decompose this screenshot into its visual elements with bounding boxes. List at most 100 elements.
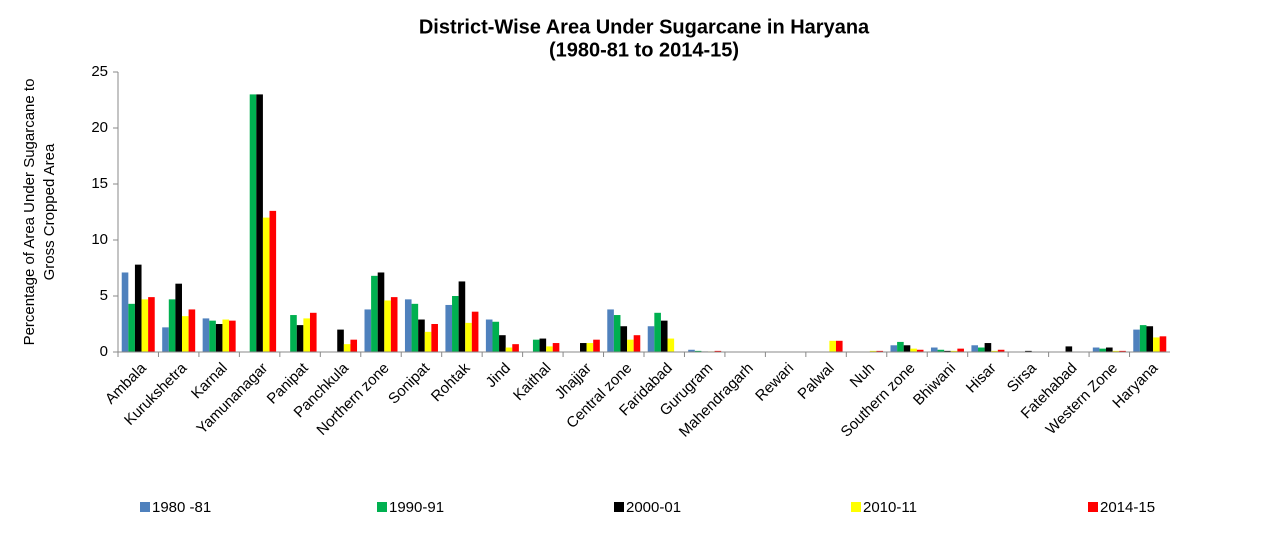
- bar: [944, 350, 951, 352]
- bar: [418, 319, 425, 352]
- bar: [202, 318, 210, 352]
- bar: [1133, 329, 1140, 352]
- bar: [984, 343, 992, 352]
- bar: [262, 217, 270, 352]
- x-tick-label: Yamunanagar: [193, 360, 271, 438]
- legend-swatch: [614, 502, 624, 512]
- x-tick-label: Bhiwani: [910, 360, 959, 409]
- bar: [654, 312, 661, 352]
- x-tick-label: Kaithal: [510, 360, 554, 404]
- bar: [869, 350, 877, 352]
- bar: [222, 319, 230, 352]
- x-tick-label: Sonipat: [385, 359, 434, 408]
- bar: [175, 283, 182, 352]
- legend-label: 1980 -81: [152, 499, 211, 516]
- bar: [424, 331, 432, 352]
- bar: [971, 345, 979, 352]
- bar: [371, 275, 378, 352]
- x-tick-group: Mahendragarh: [676, 360, 757, 441]
- bar: [512, 344, 519, 352]
- bar: [404, 299, 412, 352]
- bar: [1139, 325, 1147, 352]
- x-tick-label: Mahendragarh: [676, 360, 757, 441]
- bar: [714, 350, 722, 352]
- bar: [1099, 348, 1107, 352]
- bar: [445, 304, 453, 352]
- bar: [978, 347, 985, 352]
- bar: [897, 341, 904, 352]
- bar: [181, 316, 189, 352]
- bar: [950, 350, 958, 352]
- bar: [350, 339, 358, 352]
- y-tick-label: 20: [91, 119, 108, 136]
- x-tick-label: Nuh: [847, 360, 878, 391]
- bar: [458, 281, 466, 352]
- x-tick-group: Sonipat: [385, 359, 434, 408]
- bar: [613, 315, 621, 352]
- bar: [364, 309, 372, 352]
- x-tick-group: Nuh: [847, 360, 878, 391]
- legend-label: 1990-91: [389, 499, 444, 516]
- legend-label: 2014-15: [1100, 499, 1155, 516]
- bar: [390, 297, 398, 352]
- bar: [148, 297, 155, 352]
- bar: [1159, 336, 1167, 352]
- legend-label: 2000-01: [626, 499, 681, 516]
- legend-swatch: [140, 502, 150, 512]
- legend-swatch: [1088, 502, 1098, 512]
- x-tick-group: Jind: [483, 360, 514, 391]
- bar: [916, 349, 924, 352]
- bar: [384, 300, 391, 352]
- bar: [1025, 350, 1032, 352]
- bar: [835, 340, 843, 352]
- x-tick-group: Rewari: [752, 360, 797, 405]
- x-tick-group: Palwal: [794, 360, 837, 403]
- bar: [647, 326, 655, 352]
- x-tick-group: Kaithal: [510, 360, 554, 404]
- bar: [997, 349, 1005, 352]
- x-tick-label: Rewari: [752, 360, 797, 405]
- bar: [532, 339, 540, 352]
- bar: [337, 329, 344, 352]
- bar: [688, 349, 695, 352]
- x-tick-group: Southern zone: [838, 360, 919, 441]
- bar: [229, 320, 236, 352]
- bar: [499, 335, 506, 352]
- bar: [431, 324, 438, 352]
- x-tick-label: Northern zone: [313, 360, 392, 439]
- bar: [269, 210, 277, 352]
- x-tick-group: Yamunanagar: [193, 360, 271, 438]
- bar: [465, 322, 472, 352]
- x-tick-label: Rohtak: [428, 359, 474, 405]
- y-label-line: Gross Cropped Area: [41, 143, 58, 280]
- bar: [539, 338, 547, 352]
- x-tick-group: Northern zone: [313, 360, 392, 439]
- x-tick-group: Haryana: [1109, 359, 1162, 412]
- bar: [256, 94, 263, 353]
- bar: [903, 345, 911, 352]
- bar: [593, 339, 600, 352]
- x-tick-label: Jind: [483, 360, 514, 391]
- bar: [188, 309, 196, 352]
- bar: [627, 339, 634, 352]
- y-axis-label: Percentage of Area Under Sugarcane to Gr…: [21, 79, 58, 346]
- x-tick-group: Bhiwani: [910, 360, 959, 409]
- legend-swatch: [377, 502, 387, 512]
- x-tick-group: Sirsa: [1004, 359, 1041, 396]
- x-tick-group: Rohtak: [428, 359, 474, 405]
- bar: [633, 335, 641, 352]
- x-tick-label: Sirsa: [1004, 359, 1041, 396]
- bar: [215, 324, 223, 352]
- bar: [890, 345, 898, 352]
- y-tick-label: 10: [91, 231, 108, 248]
- bar: [162, 327, 169, 352]
- bar: [290, 315, 297, 352]
- bar: [580, 343, 587, 352]
- bar: [829, 340, 836, 352]
- bar: [343, 344, 351, 352]
- bar: [586, 343, 594, 352]
- bar: [1106, 347, 1113, 352]
- bar: [660, 320, 668, 352]
- bar: [991, 350, 998, 352]
